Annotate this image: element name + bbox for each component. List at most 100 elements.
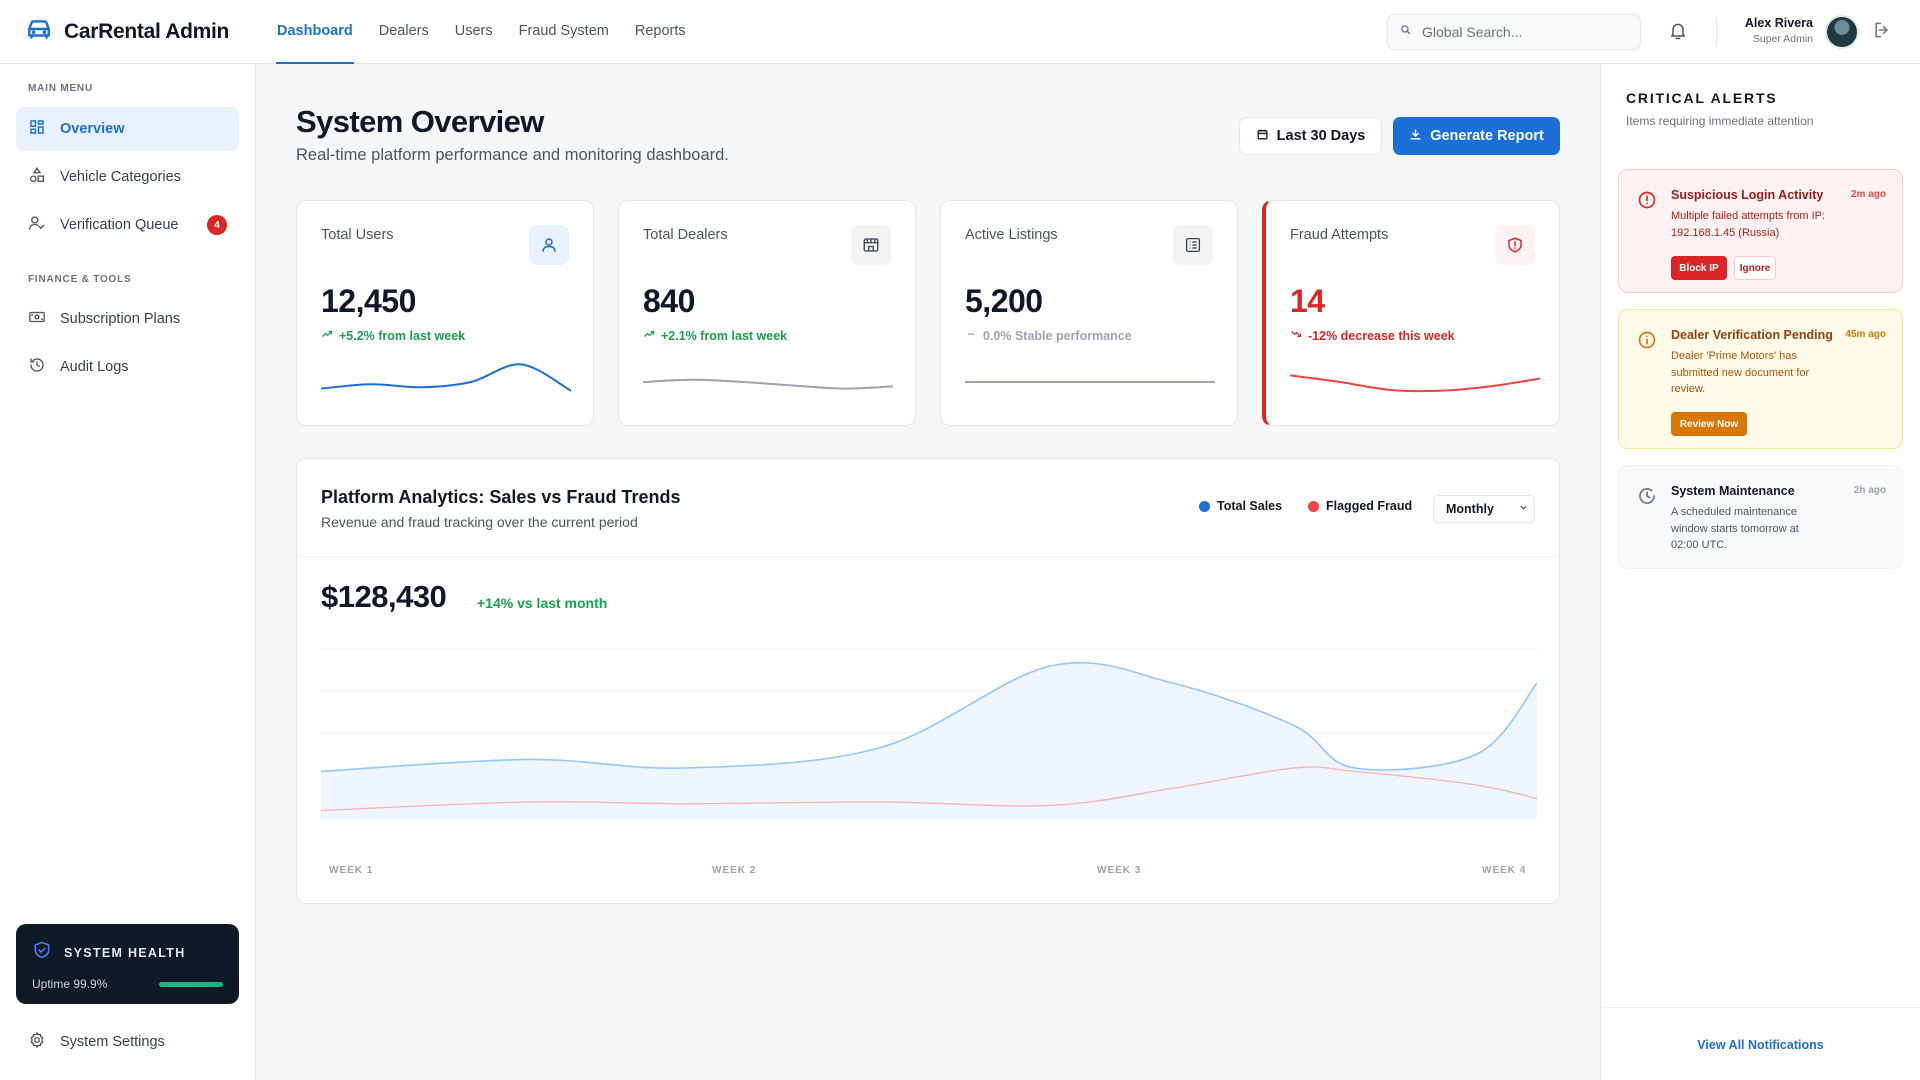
user-check-icon [28, 214, 46, 236]
sparkline-total-users [321, 363, 571, 392]
grid-icon [28, 118, 46, 140]
store-icon [851, 225, 891, 265]
nav-dashboard[interactable]: Dashboard [276, 0, 354, 64]
stat-trend: +2.1% from last week [643, 328, 787, 343]
analytics-panel: Platform Analytics: Sales vs Fraud Trend… [296, 458, 1560, 904]
header-divider [1716, 18, 1717, 46]
generate-report-label: Generate Report [1430, 128, 1544, 144]
sidebar-item-label: Verification Queue [60, 217, 179, 233]
sidebar-item-audit-logs[interactable]: Audit Logs [16, 345, 239, 389]
history-icon [28, 356, 46, 378]
sparkline-path [1290, 374, 1540, 393]
top-nav: Dashboard Dealers Users Fraud System Rep… [276, 0, 687, 64]
generate-report-button[interactable]: Generate Report [1393, 117, 1560, 155]
bell-icon[interactable] [1668, 20, 1690, 44]
stat-card-fraud-attempts[interactable]: Fraud Attempts 14 -12% decrease this wee… [1262, 200, 1560, 426]
stat-value: 14 [1290, 283, 1325, 319]
review-now-button[interactable]: Review Now [1671, 412, 1747, 436]
analytics-divider [297, 556, 1559, 557]
sparkline-total-dealers [643, 378, 893, 390]
sidebar-item-system-settings[interactable]: System Settings [16, 1020, 239, 1064]
alerts-title: CRITICAL ALERTS [1626, 90, 1778, 106]
stat-label: Total Dealers [643, 227, 728, 243]
stat-label: Fraud Attempts [1290, 227, 1389, 243]
stat-trend: 0.0% Stable performance [965, 328, 1132, 343]
sidebar-item-vehicle-categories[interactable]: Vehicle Categories [16, 155, 239, 199]
uptime-text: Uptime 99.9% [32, 977, 108, 991]
alert-body: A scheduled maintenance window starts to… [1671, 506, 1799, 551]
sidebar-item-verification-queue[interactable]: Verification Queue 4 [16, 203, 239, 247]
view-all-notifications-link[interactable]: View All Notifications [1697, 1038, 1824, 1052]
nav-users[interactable]: Users [454, 22, 493, 39]
stat-value: 12,450 [321, 283, 416, 319]
sidebar-item-subscription-plans[interactable]: Subscription Plans [16, 297, 239, 341]
legend-flagged-fraud[interactable]: Flagged Fraud [1308, 499, 1412, 513]
user-role: Super Admin [1752, 33, 1813, 45]
analytics-change: +14% vs last month [477, 595, 608, 611]
date-range-button[interactable]: Last 30 Days [1239, 117, 1382, 155]
clock-history-icon [1637, 486, 1657, 506]
sparkline-path [643, 378, 893, 390]
user-info[interactable]: Alex Rivera Super Admin [1745, 16, 1813, 45]
minus-icon [965, 328, 977, 343]
search-input[interactable] [1422, 24, 1622, 40]
verification-count-badge: 4 [207, 215, 227, 235]
sidebar-item-label: Overview [60, 121, 125, 137]
ignore-button[interactable]: Ignore [1734, 256, 1776, 280]
download-icon [1409, 128, 1422, 145]
stat-card-active-listings[interactable]: Active Listings 5,200 0.0% Stable perfor… [940, 200, 1238, 426]
x-tick-label: WEEK 3 [1097, 865, 1142, 876]
period-select-value: Monthly [1446, 502, 1494, 516]
critical-alerts-panel: CRITICAL ALERTS Items requiring immediat… [1600, 64, 1920, 1080]
brand[interactable]: CarRental Admin [26, 16, 250, 47]
nav-reports[interactable]: Reports [634, 22, 686, 39]
trend-down-icon [1290, 328, 1302, 343]
sidebar: MAIN MENU Overview Vehicle Categories Ve… [0, 64, 256, 1080]
legend-swatch [1199, 500, 1210, 512]
legend-total-sales[interactable]: Total Sales [1199, 499, 1282, 513]
block-ip-button[interactable]: Block IP [1671, 256, 1727, 280]
alert-title: System Maintenance [1671, 484, 1795, 498]
legend-label: Total Sales [1217, 499, 1283, 513]
sidebar-item-overview[interactable]: Overview [16, 107, 239, 151]
list-icon [1173, 225, 1213, 265]
x-tick-label: WEEK 2 [712, 865, 757, 876]
user-icon [529, 225, 569, 265]
sidebar-item-label: Vehicle Categories [60, 169, 181, 185]
trend-up-icon [643, 328, 655, 343]
page-subtitle: Real-time platform performance and monit… [296, 146, 729, 164]
alert-system-maintenance[interactable]: System Maintenance 2h ago A scheduled ma… [1618, 465, 1903, 569]
alert-suspicious-login[interactable]: Suspicious Login Activity 2m ago Multipl… [1618, 169, 1903, 293]
stat-label: Active Listings [965, 227, 1058, 243]
stat-card-total-users[interactable]: Total Users 12,450 +5.2% from last week [296, 200, 594, 426]
alert-time: 2m ago [1850, 189, 1886, 200]
logout-icon[interactable] [1872, 20, 1894, 42]
stat-value: 5,200 [965, 283, 1043, 319]
system-health-title: SYSTEM HEALTH [64, 945, 186, 960]
alert-dealer-verification[interactable]: Dealer Verification Pending 45m ago Deal… [1618, 309, 1903, 449]
stat-card-total-dealers[interactable]: Total Dealers 840 +2.1% from last week [618, 200, 916, 426]
alert-body: Multiple failed attempts from IP: 192.16… [1671, 210, 1826, 239]
series-line-flagged-fraud [321, 766, 1537, 812]
info-icon [1637, 330, 1657, 350]
page-title: System Overview [296, 104, 544, 139]
brand-name: CarRental Admin [64, 19, 230, 43]
alert-body: Dealer 'Prime Motors' has submitted new … [1671, 350, 1810, 395]
shield-check-icon [32, 940, 52, 965]
avatar[interactable] [1825, 15, 1859, 49]
stat-value: 840 [643, 283, 695, 319]
shield-alert-icon [1495, 225, 1535, 265]
series-line-total-sales [321, 661, 1537, 773]
nav-fraud-system[interactable]: Fraud System [518, 22, 609, 39]
stat-trend-text: +2.1% from last week [661, 328, 788, 343]
calendar-icon [1256, 128, 1269, 145]
trend-up-icon [321, 328, 333, 343]
stat-trend: +5.2% from last week [321, 328, 465, 343]
stat-trend-text: 0.0% Stable performance [983, 328, 1132, 343]
global-search[interactable] [1387, 14, 1641, 50]
sidebar-item-label: System Settings [60, 1034, 165, 1050]
period-select[interactable]: Monthly [1433, 495, 1535, 523]
alert-title: Suspicious Login Activity [1671, 188, 1824, 202]
nav-dealers[interactable]: Dealers [378, 22, 429, 39]
stat-trend-text: -12% decrease this week [1308, 328, 1455, 343]
